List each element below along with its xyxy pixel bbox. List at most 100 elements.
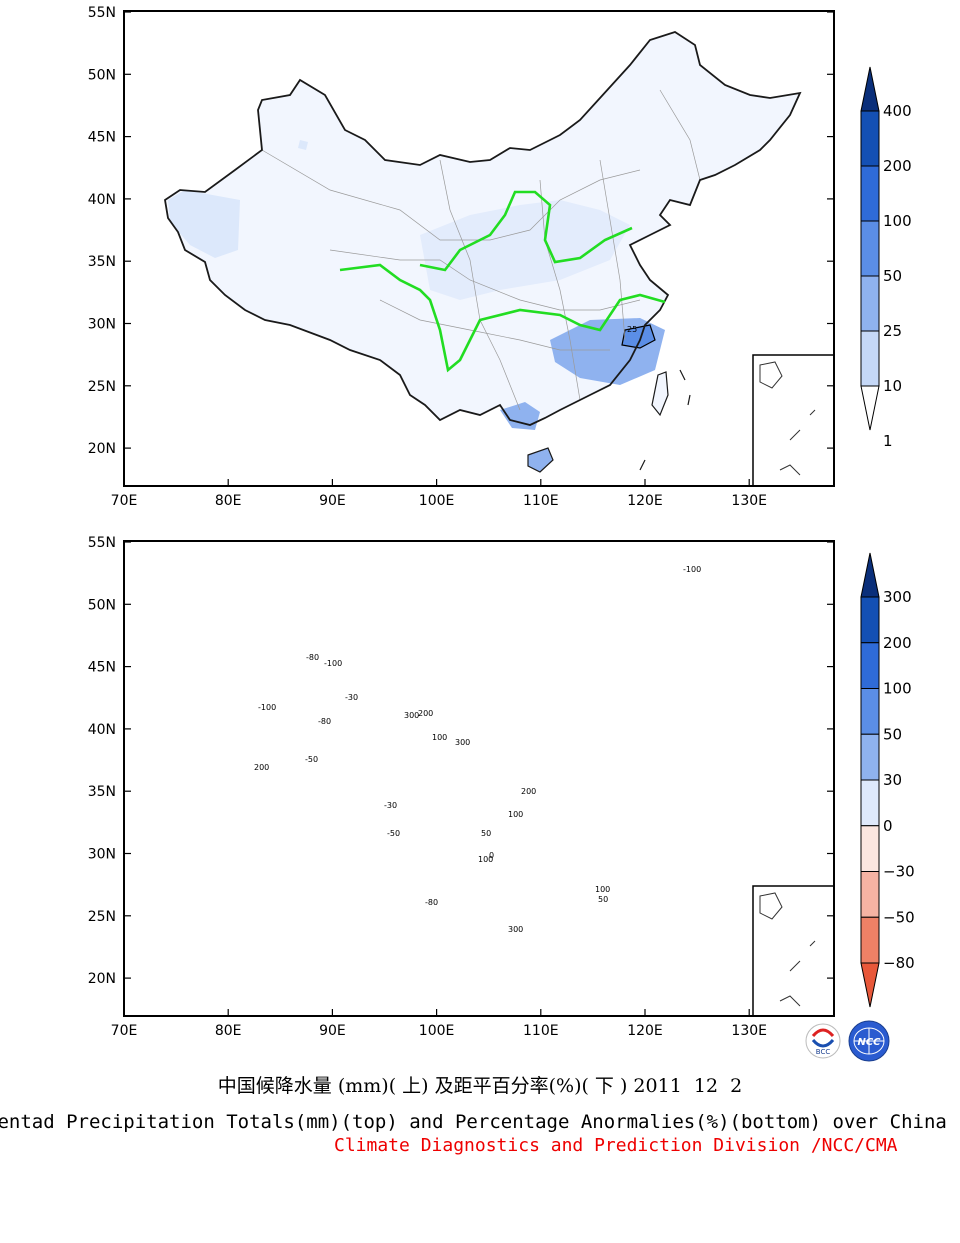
lat-tick-label: 50N [88,597,116,613]
lon-tick-label: 120E [627,1023,663,1039]
lat-tick-label: 20N [88,971,116,987]
lon-tick-label: 90E [319,493,346,509]
lon-tick-label: 80E [215,1023,242,1039]
lat-tick-label: 35N [88,784,116,800]
contour-label: 100 [478,855,493,864]
lat-tick-label: 45N [88,130,116,146]
colorbar-label: 300 [883,588,912,606]
colorbar-band [860,733,880,781]
colorbar-label: 1 [883,432,893,450]
contour-label: 100 [595,885,610,894]
lon-tick-label: 130E [731,493,767,509]
lon-tick-label: 100E [419,493,455,509]
lat-tick-label: 55N [88,5,116,21]
lon-tick-label: 110E [523,493,559,509]
colorbar-band [860,779,880,827]
contour-label: 200 [521,787,536,796]
lat-tick-label: 25N [88,379,116,395]
colorbar-band [860,596,880,644]
colorbar-label: 100 [883,680,912,698]
colorbar-band [860,825,880,872]
contour-label: 25 [627,325,637,334]
contour-label: 200 [254,763,269,772]
contour-label: -30 [384,801,397,810]
lat-tick-label: 30N [88,317,116,333]
lon-tick-label: 90E [319,1023,346,1039]
colorbar-label: 10 [883,377,902,395]
colorbar-label: 30 [883,771,902,789]
colorbar-extend-top [860,552,880,598]
lat-tick-label: 40N [88,722,116,738]
colorbar-band [860,916,880,964]
colorbar-extend-bottom [860,962,880,1008]
contour-label: 300 [404,711,419,720]
contour-label: 50 [481,829,491,838]
colorbar-label: −30 [883,863,915,881]
contour-label: -50 [305,755,318,764]
colorbar-label: −50 [883,908,915,926]
contour-label: 200 [418,709,433,718]
contour-label: 300 [455,738,470,747]
ncc-logo-text: NCC [857,1037,881,1048]
contour-label: 100 [432,733,447,742]
contour-label: 300 [508,925,523,934]
lat-tick-label: 25N [88,909,116,925]
lat-tick-label: 30N [88,847,116,863]
colorbar-band [860,110,880,167]
colorbar-label: 0 [883,817,893,835]
ncc-logo: NCC [848,1020,890,1062]
contour-label: -100 [683,565,701,574]
contour-label: -80 [306,653,319,662]
colorbar-label: 400 [883,102,912,120]
lat-tick-label: 20N [88,441,116,457]
contour-label: -80 [425,898,438,907]
anomaly-contour-labels: -100 -80 -100 -30 -80 -100 -50 300 200 1… [254,565,701,934]
colorbar-band [860,220,880,277]
top-colorbar: 400 200 100 50 25 10 1 [860,66,912,450]
precipitation-anomaly-map: -100 -80 -100 -30 -80 -100 -50 300 200 1… [123,540,835,1017]
colorbar-label: −80 [883,954,915,972]
contour-label: 100 [508,810,523,819]
caption-chinese: 中国候降水量 (mm)( 上) 及距平百分率(%)( 下 ) 2011 12 2 [217,1075,743,1097]
colorbar-band [860,275,880,332]
lat-tick-label: 55N [88,535,116,551]
lat-tick-label: 35N [88,254,116,270]
caption-english: Pentad Precipitation Totals(mm)(top) and… [0,1111,947,1133]
precipitation-totals-map: 25 [123,10,835,487]
south-china-sea-inset [752,354,835,487]
colorbar-band [860,330,880,387]
colorbar-band [860,165,880,222]
colorbar-label: 25 [883,322,902,340]
lon-tick-label: 110E [523,1023,559,1039]
colorbar-label: 50 [883,725,902,743]
lon-tick-label: 70E [111,1023,138,1039]
contour-label: -100 [324,659,342,668]
top-axes: 55N 50N 45N 40N 35N 30N 25N 20N 70E 80E 90E 100E 110… [88,5,834,509]
contour-label: -50 [387,829,400,838]
colorbar-extend-top [860,66,880,112]
colorbar-label: 200 [883,634,912,652]
colorbar-label: 100 [883,212,912,230]
colorbar-band [860,642,880,689]
contour-label: 0 [489,851,494,860]
south-china-sea-inset [752,885,835,1017]
bottom-axes: 55N 50N 45N 40N 35N 30N 25N 20N 70E 80E 90E 100E 110… [88,535,834,1039]
colorbar-label: 50 [883,267,902,285]
colorbar-label: 200 [883,157,912,175]
lon-tick-label: 120E [627,493,663,509]
lon-tick-label: 130E [731,1023,767,1039]
lon-tick-label: 80E [215,493,242,509]
lat-tick-label: 40N [88,192,116,208]
source-credit: Climate Diagnostics and Prediction Divis… [334,1135,898,1156]
contour-label: 50 [598,895,608,904]
lat-tick-label: 45N [88,660,116,676]
colorbar-band [860,871,880,918]
bcc-logo: BCC [805,1023,841,1059]
colorbar-extend-bottom [860,385,880,431]
contour-label: -80 [318,717,331,726]
lat-tick-label: 50N [88,67,116,83]
contour-label: -100 [258,703,276,712]
contour-label: -30 [345,693,358,702]
